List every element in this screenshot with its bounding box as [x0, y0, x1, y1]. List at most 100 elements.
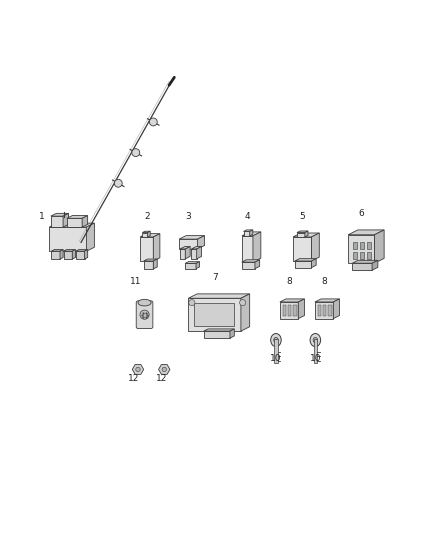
Polygon shape: [204, 329, 234, 331]
FancyBboxPatch shape: [188, 298, 241, 331]
FancyBboxPatch shape: [51, 216, 63, 227]
Bar: [367, 242, 371, 249]
Polygon shape: [255, 260, 260, 269]
Bar: [274, 339, 278, 363]
FancyBboxPatch shape: [352, 263, 372, 270]
Text: 4: 4: [245, 212, 250, 221]
Polygon shape: [241, 294, 250, 331]
Polygon shape: [49, 223, 94, 227]
Polygon shape: [51, 213, 69, 216]
Text: 7: 7: [212, 273, 218, 282]
Bar: [288, 304, 291, 316]
FancyBboxPatch shape: [180, 249, 185, 259]
FancyBboxPatch shape: [64, 251, 72, 259]
FancyBboxPatch shape: [204, 331, 230, 338]
Polygon shape: [242, 260, 260, 262]
Polygon shape: [196, 262, 200, 269]
Polygon shape: [185, 247, 190, 259]
Polygon shape: [148, 231, 150, 237]
Polygon shape: [64, 249, 75, 251]
Circle shape: [114, 179, 122, 187]
Ellipse shape: [274, 337, 278, 343]
Bar: [360, 252, 364, 259]
FancyBboxPatch shape: [242, 236, 253, 262]
Polygon shape: [298, 299, 304, 319]
Bar: [353, 252, 357, 259]
Polygon shape: [197, 247, 201, 259]
Bar: [194, 303, 234, 326]
Circle shape: [189, 300, 195, 306]
Polygon shape: [153, 233, 160, 261]
Circle shape: [136, 367, 140, 372]
Polygon shape: [153, 259, 157, 269]
Text: 10: 10: [270, 354, 282, 363]
Polygon shape: [140, 233, 160, 237]
FancyBboxPatch shape: [191, 249, 197, 259]
Bar: [293, 304, 297, 316]
FancyBboxPatch shape: [297, 232, 305, 237]
Polygon shape: [159, 365, 170, 374]
Text: 1: 1: [39, 212, 45, 221]
Polygon shape: [348, 230, 384, 235]
Polygon shape: [315, 299, 339, 302]
Polygon shape: [132, 365, 144, 374]
FancyBboxPatch shape: [140, 237, 153, 261]
Polygon shape: [305, 231, 308, 237]
FancyBboxPatch shape: [242, 262, 255, 269]
Polygon shape: [60, 249, 63, 259]
Polygon shape: [295, 259, 316, 261]
Polygon shape: [372, 260, 378, 270]
Text: 2: 2: [144, 212, 149, 221]
Polygon shape: [333, 299, 339, 319]
Text: 5: 5: [299, 212, 305, 221]
FancyBboxPatch shape: [49, 227, 87, 251]
Polygon shape: [244, 230, 253, 231]
FancyBboxPatch shape: [144, 261, 153, 269]
Polygon shape: [72, 249, 75, 259]
Polygon shape: [311, 259, 316, 268]
Polygon shape: [142, 231, 150, 232]
Text: 10: 10: [310, 354, 321, 363]
Text: 6: 6: [358, 209, 364, 219]
FancyBboxPatch shape: [76, 251, 85, 259]
FancyBboxPatch shape: [244, 231, 250, 236]
Polygon shape: [82, 215, 88, 227]
Polygon shape: [67, 215, 88, 219]
Text: 11: 11: [130, 277, 141, 286]
Polygon shape: [250, 230, 253, 236]
Polygon shape: [191, 247, 201, 249]
Ellipse shape: [313, 337, 318, 343]
Polygon shape: [51, 249, 63, 251]
Polygon shape: [144, 259, 157, 261]
FancyBboxPatch shape: [51, 251, 60, 259]
Text: 8: 8: [321, 277, 327, 286]
Polygon shape: [188, 294, 250, 298]
FancyBboxPatch shape: [315, 302, 333, 319]
Text: 12: 12: [128, 374, 139, 383]
Polygon shape: [63, 213, 69, 227]
Bar: [318, 304, 321, 316]
Bar: [360, 242, 364, 249]
FancyBboxPatch shape: [185, 263, 196, 269]
Polygon shape: [230, 329, 234, 338]
Polygon shape: [198, 236, 205, 249]
Bar: [328, 304, 332, 316]
Bar: [283, 304, 286, 316]
Polygon shape: [180, 247, 190, 249]
Ellipse shape: [310, 334, 321, 346]
FancyBboxPatch shape: [295, 261, 311, 268]
Text: 12: 12: [156, 374, 168, 383]
Circle shape: [240, 300, 246, 306]
Circle shape: [132, 149, 140, 157]
FancyBboxPatch shape: [348, 235, 374, 263]
Polygon shape: [280, 299, 304, 302]
FancyBboxPatch shape: [280, 302, 298, 319]
Polygon shape: [76, 249, 88, 251]
Polygon shape: [253, 232, 261, 262]
Circle shape: [162, 367, 166, 372]
Polygon shape: [185, 262, 200, 263]
Bar: [367, 252, 371, 259]
Polygon shape: [85, 249, 88, 259]
FancyBboxPatch shape: [136, 301, 153, 328]
FancyBboxPatch shape: [142, 232, 148, 237]
